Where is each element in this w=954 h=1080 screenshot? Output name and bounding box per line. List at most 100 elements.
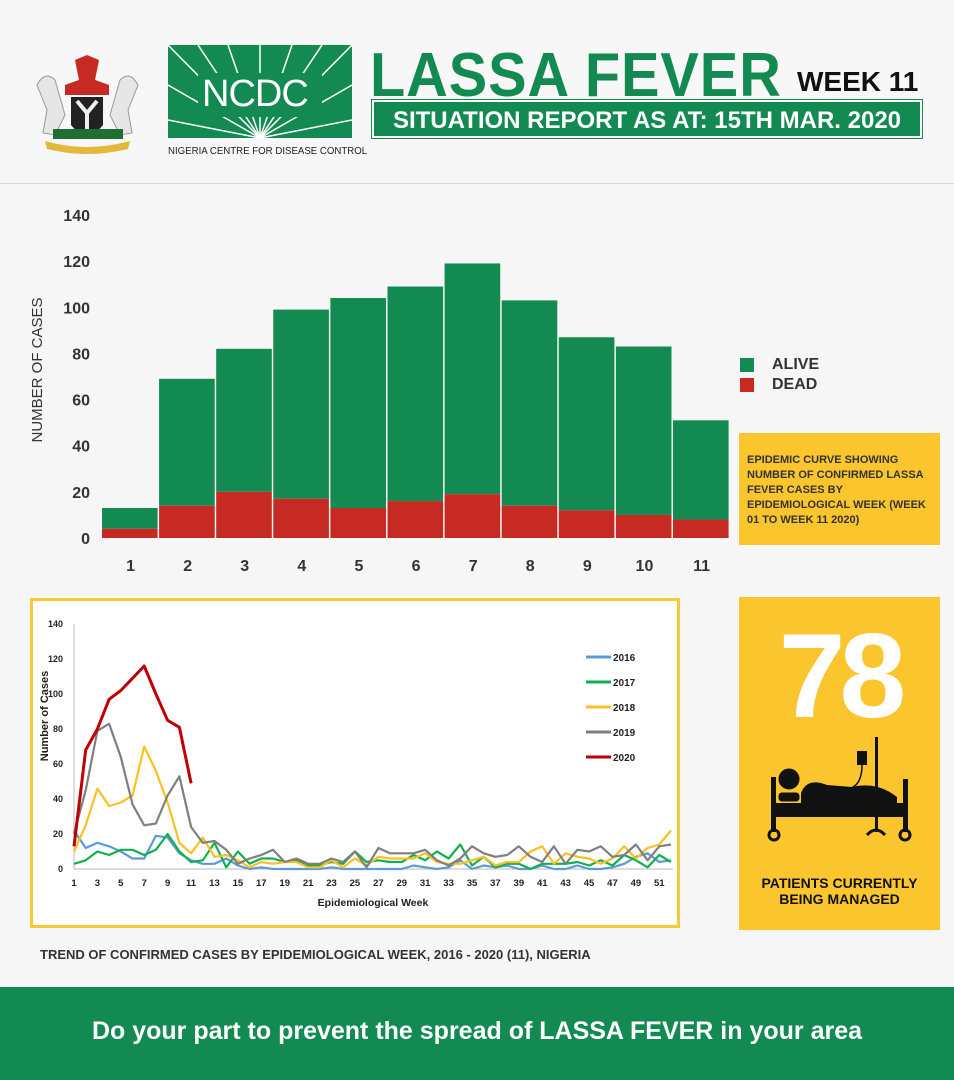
- x-tick-label: 3: [240, 558, 249, 575]
- patients-label-line1: PATIENTS CURRENTLY: [761, 875, 918, 891]
- legend-label-2020: 2020: [613, 753, 636, 764]
- y-tick-label: 140: [63, 208, 90, 225]
- x-tick-label: 43: [560, 878, 571, 889]
- x-tick-label: 7: [469, 558, 478, 575]
- header: NCDC NIGERIA CENTRE FOR DISEASE CONTROL …: [0, 0, 954, 184]
- x-tick-label: 31: [420, 878, 431, 889]
- x-tick-label: 9: [165, 878, 170, 889]
- trend-chart-caption: TREND OF CONFIRMED CASES BY EPIDEMIOLOGI…: [40, 947, 591, 962]
- hospital-bed-icon: [767, 737, 912, 842]
- x-tick-label: 17: [256, 878, 267, 889]
- x-tick-label: 11: [693, 558, 710, 575]
- y-tick-label: 20: [53, 829, 63, 839]
- bar-alive: [615, 346, 672, 515]
- y-tick-label: 100: [63, 300, 90, 317]
- y-tick-label: 0: [58, 864, 63, 874]
- week-label: WEEK 11: [797, 66, 919, 97]
- series-line-2020: [72, 664, 193, 847]
- x-tick-label: 25: [350, 878, 361, 889]
- patients-managed-card: 78 PATIENTS CURRENTLY BEING MANAGED: [739, 597, 940, 930]
- y-tick-label: 60: [53, 759, 63, 769]
- trend-chart-frame: 0 20 40 60 80 100 120 140 1 3 5 7 9 11 13 15 17 19 21 23 25 2…: [30, 598, 680, 928]
- footer-banner: Do your part to prevent the spread of LA…: [0, 987, 954, 1080]
- legend-label: ALIVE: [772, 356, 820, 373]
- bar-dead: [673, 519, 729, 538]
- bar-alive: [273, 309, 329, 499]
- bar-dead: [273, 498, 329, 538]
- situation-report-banner: SITUATION REPORT AS AT: 15TH MAR. 2020: [371, 99, 923, 139]
- x-tick-label: 47: [607, 878, 618, 889]
- legend-swatch-dead: [740, 378, 754, 392]
- x-tick-label: 39: [514, 878, 525, 889]
- legend-label-2017: 2017: [613, 678, 636, 689]
- page-title: LASSA FEVER: [370, 41, 782, 110]
- bar-alive: [387, 286, 444, 502]
- epidemic-curve-chart: 0 20 40 60 80 100 120 140 NUMBER OF CASES 1 2 3 4 5 6 7…: [29, 208, 729, 575]
- x-tick-label: 19: [279, 878, 290, 889]
- bar-alive: [330, 298, 386, 509]
- series-line-2018: [72, 745, 672, 869]
- x-tick-label: 1: [71, 878, 77, 889]
- x-tick-label: 13: [209, 878, 220, 889]
- series-line-2019: [72, 722, 672, 869]
- y-tick-label: 40: [53, 794, 63, 804]
- x-tick-label: 3: [95, 878, 100, 889]
- patients-count: 78: [778, 609, 906, 743]
- ncdc-logo-text: NCDC: [202, 73, 309, 115]
- x-tick-label: 5: [354, 558, 363, 575]
- bar-dead: [444, 494, 501, 538]
- coat-of-arms-logo: [36, 55, 139, 154]
- x-tick-label: 37: [490, 878, 501, 889]
- x-tick-label: 27: [373, 878, 384, 889]
- bar-alive: [501, 300, 558, 506]
- x-tick-label: 5: [118, 878, 124, 889]
- bar-dead: [102, 528, 158, 538]
- legend-dead: DEAD: [740, 375, 819, 395]
- x-tick-label: 10: [636, 558, 654, 575]
- x-tick-label: 29: [396, 878, 407, 889]
- org-name: NIGERIA CENTRE FOR DISEASE CONTROL: [168, 145, 368, 157]
- legend-label-2019: 2019: [613, 728, 636, 739]
- x-tick-label: 21: [303, 878, 314, 889]
- y-tick-label: 140: [48, 619, 63, 629]
- bar-dead: [330, 508, 386, 538]
- x-tick-label: 15: [233, 878, 244, 889]
- bar-dead: [558, 510, 615, 538]
- y-tick-label: 80: [53, 724, 63, 734]
- bar-alive: [558, 337, 615, 511]
- x-tick-label: 51: [654, 878, 665, 889]
- series-line-2016: [73, 829, 672, 871]
- x-tick-label: 35: [467, 878, 478, 889]
- y-axis-title: Number of Cases: [39, 671, 51, 761]
- legend-label-2018: 2018: [613, 703, 636, 714]
- x-tick-label: 11: [186, 878, 197, 889]
- bar-dead: [216, 491, 272, 538]
- bar-alive: [159, 378, 215, 506]
- bar-alive: [444, 263, 501, 495]
- x-tick-label: 1: [126, 558, 135, 575]
- bar-dead: [501, 505, 558, 538]
- y-tick-label: 40: [72, 439, 90, 456]
- legend-label-2016: 2016: [613, 653, 636, 664]
- legend-alive: ALIVE: [740, 355, 819, 375]
- bar-alive: [102, 508, 158, 529]
- y-tick-label: 60: [72, 393, 90, 410]
- x-tick-label: 23: [326, 878, 337, 889]
- bar-dead: [387, 501, 444, 538]
- legend-label: DEAD: [772, 376, 818, 393]
- bar-dead: [159, 505, 215, 538]
- x-tick-label: 45: [584, 878, 595, 889]
- x-tick-label: 6: [412, 558, 421, 575]
- legend-swatch-alive: [740, 358, 754, 372]
- x-tick-label: 33: [443, 878, 454, 889]
- y-tick-label: 0: [81, 531, 90, 548]
- y-axis-title: NUMBER OF CASES: [29, 297, 46, 442]
- patients-label: PATIENTS CURRENTLY BEING MANAGED: [739, 875, 940, 907]
- patients-label-line2: BEING MANAGED: [779, 891, 900, 907]
- y-tick-label: 20: [72, 485, 90, 502]
- epidemic-curve-description: EPIDEMIC CURVE SHOWING NUMBER OF CONFIRM…: [739, 433, 940, 545]
- x-tick-label: 7: [142, 878, 147, 889]
- y-tick-label: 120: [48, 654, 63, 664]
- x-axis-title: Epidemiological Week: [318, 897, 429, 909]
